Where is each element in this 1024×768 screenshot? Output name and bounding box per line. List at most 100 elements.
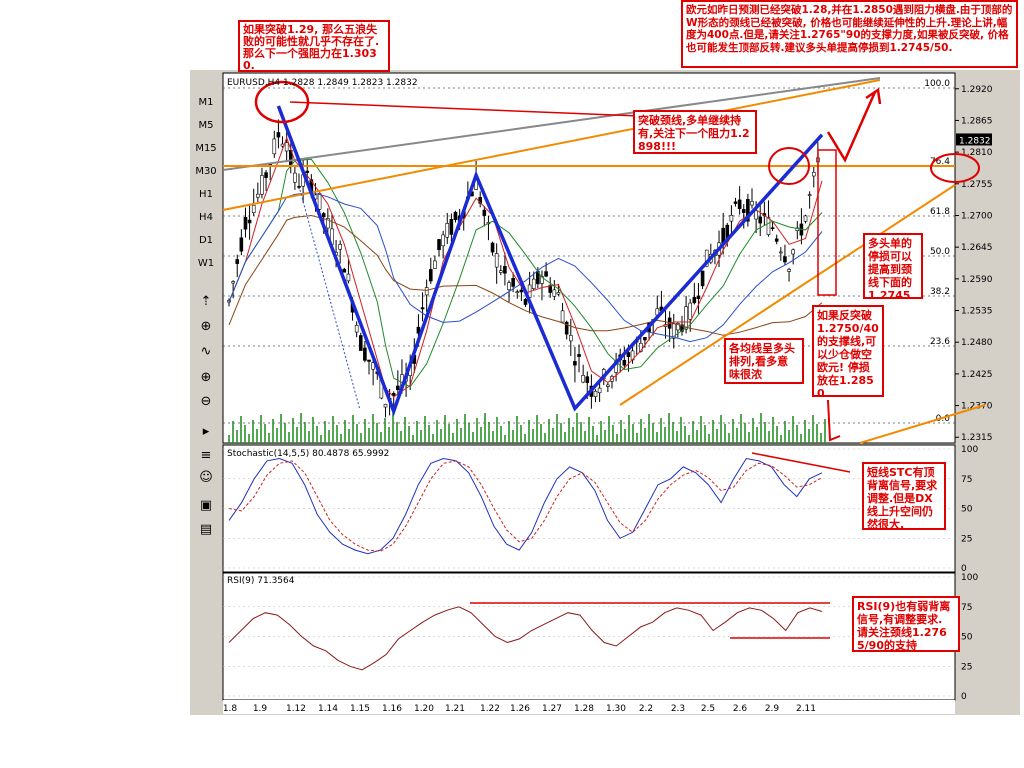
candle-body [293,172,297,183]
rsi-header: RSI(9) 71.3564 [227,576,294,586]
note-stop-raise: 多头单的停损可以提高到颈线下面的1.2745. [863,233,923,302]
date-tick-label: 1.8 [223,704,238,714]
candle-body [305,170,310,173]
target-circle [930,153,980,183]
candle-body [490,242,495,253]
timeframe-m5[interactable]: M5 [198,120,214,131]
candle-body [371,362,375,370]
candle-body [704,249,709,267]
candle-body [544,271,548,277]
candle-body [531,278,536,289]
chart-symbol: EURUSD,H4 [227,78,281,88]
candle-body [552,289,557,297]
date-tick-label: 1.26 [510,704,530,714]
current-price-box [956,133,992,146]
fib-level-label: 38.2 [930,287,950,297]
candle-body [494,253,499,268]
candle-body [811,172,816,177]
ma-line-red [228,136,823,398]
stochastic-tick-label: 100 [961,445,978,455]
peak-circle [254,80,310,124]
date-tick-label: 1.21 [445,704,465,714]
candle-body [317,193,322,210]
period-icon[interactable]: ▣ [199,498,213,513]
candle-body [676,323,680,331]
candle-body [643,337,647,341]
price-tick-label: 1.2755 [961,180,993,190]
candle-body [346,273,351,282]
stochastic-tick-label: 0 [961,564,967,574]
price-tick-label: 1.2700 [961,211,993,221]
timeframe-m30[interactable]: M30 [195,166,217,177]
candle-body [507,282,511,291]
expert-icon[interactable]: ☺ [199,470,213,485]
zoom-out-icon[interactable]: ⊖ [200,394,212,409]
rsi-label: RSI(9) [227,576,255,586]
candle-body [791,249,795,255]
candle-body [548,285,553,293]
timeframe-h1[interactable]: H1 [199,189,213,200]
candle-body [297,186,301,188]
timeframe-m15[interactable]: M15 [195,143,217,154]
candle-body [503,265,507,274]
candle-body [482,209,487,216]
w-pattern-line [276,105,824,417]
chart-prices: 1.2828 1.2849 1.2823 1.2832 [283,78,418,88]
autoscroll-icon[interactable]: ▸ [202,424,210,439]
date-tick-label: 2.3 [671,704,685,714]
candle-body [581,375,585,383]
stochastic-tick-label: 25 [961,534,972,544]
current-price-label: 1.2832 [959,136,991,146]
rsi-line [228,606,823,671]
candle-body [787,269,791,272]
candle-body [511,277,515,287]
hand-icon[interactable]: ∿ [200,344,212,359]
timeframe-m1[interactable]: M1 [198,97,214,108]
price-tick-label: 1.2315 [961,433,993,443]
candle-body [498,270,503,273]
candle-body [746,199,750,222]
fib-level-label: 50.0 [930,247,950,257]
candle-body [367,359,371,362]
candle-body [243,216,248,230]
zoom-in-icon[interactable]: ⊕ [200,370,212,385]
date-tick-label: 2.9 [765,704,780,714]
candle-body [741,209,746,213]
candle-body [770,227,775,230]
candle-body [449,219,454,235]
candle-body [239,237,244,252]
candle-body [729,214,734,222]
candle-body [560,310,565,323]
date-tick-label: 2.11 [796,704,816,714]
rsi-values: 71.3564 [257,576,295,586]
price-tick-label: 1.2425 [961,370,993,380]
fib-level-label: 100.0 [924,79,950,89]
upper-channel-line [222,79,881,211]
price-tick-label: 1.2480 [961,338,993,348]
date-tick-label: 1.30 [606,704,626,714]
crosshair-icon[interactable]: ⊕ [200,319,212,334]
template-icon[interactable]: ▤ [199,522,213,537]
timeframe-d1[interactable]: D1 [198,235,214,246]
candle-body [276,132,281,138]
candle-body [235,259,240,264]
candle-body [363,347,367,361]
fib-level-label: 76.4 [930,157,950,167]
candle-body [688,302,693,320]
rsi-tick-label: 0 [961,692,967,702]
candle-body [540,276,544,284]
candle-body [692,297,697,304]
candle-body [354,325,359,333]
timeframe-w1[interactable]: W1 [197,258,215,269]
timeframe-h4[interactable]: H4 [199,212,213,223]
stochastic-tick-label: 50 [961,505,973,515]
properties-icon[interactable]: ≡ [200,448,212,463]
candle-body [803,215,808,222]
candle-body [606,384,610,387]
date-tick-label: 1.12 [286,704,306,714]
x-axis-strip [223,700,955,714]
cursor-icon[interactable]: ⇡ [200,294,212,309]
stochastic-values: 80.4878 65.9992 [312,449,390,459]
candle-body [424,287,429,296]
rsi-tick-label: 75 [961,603,972,613]
